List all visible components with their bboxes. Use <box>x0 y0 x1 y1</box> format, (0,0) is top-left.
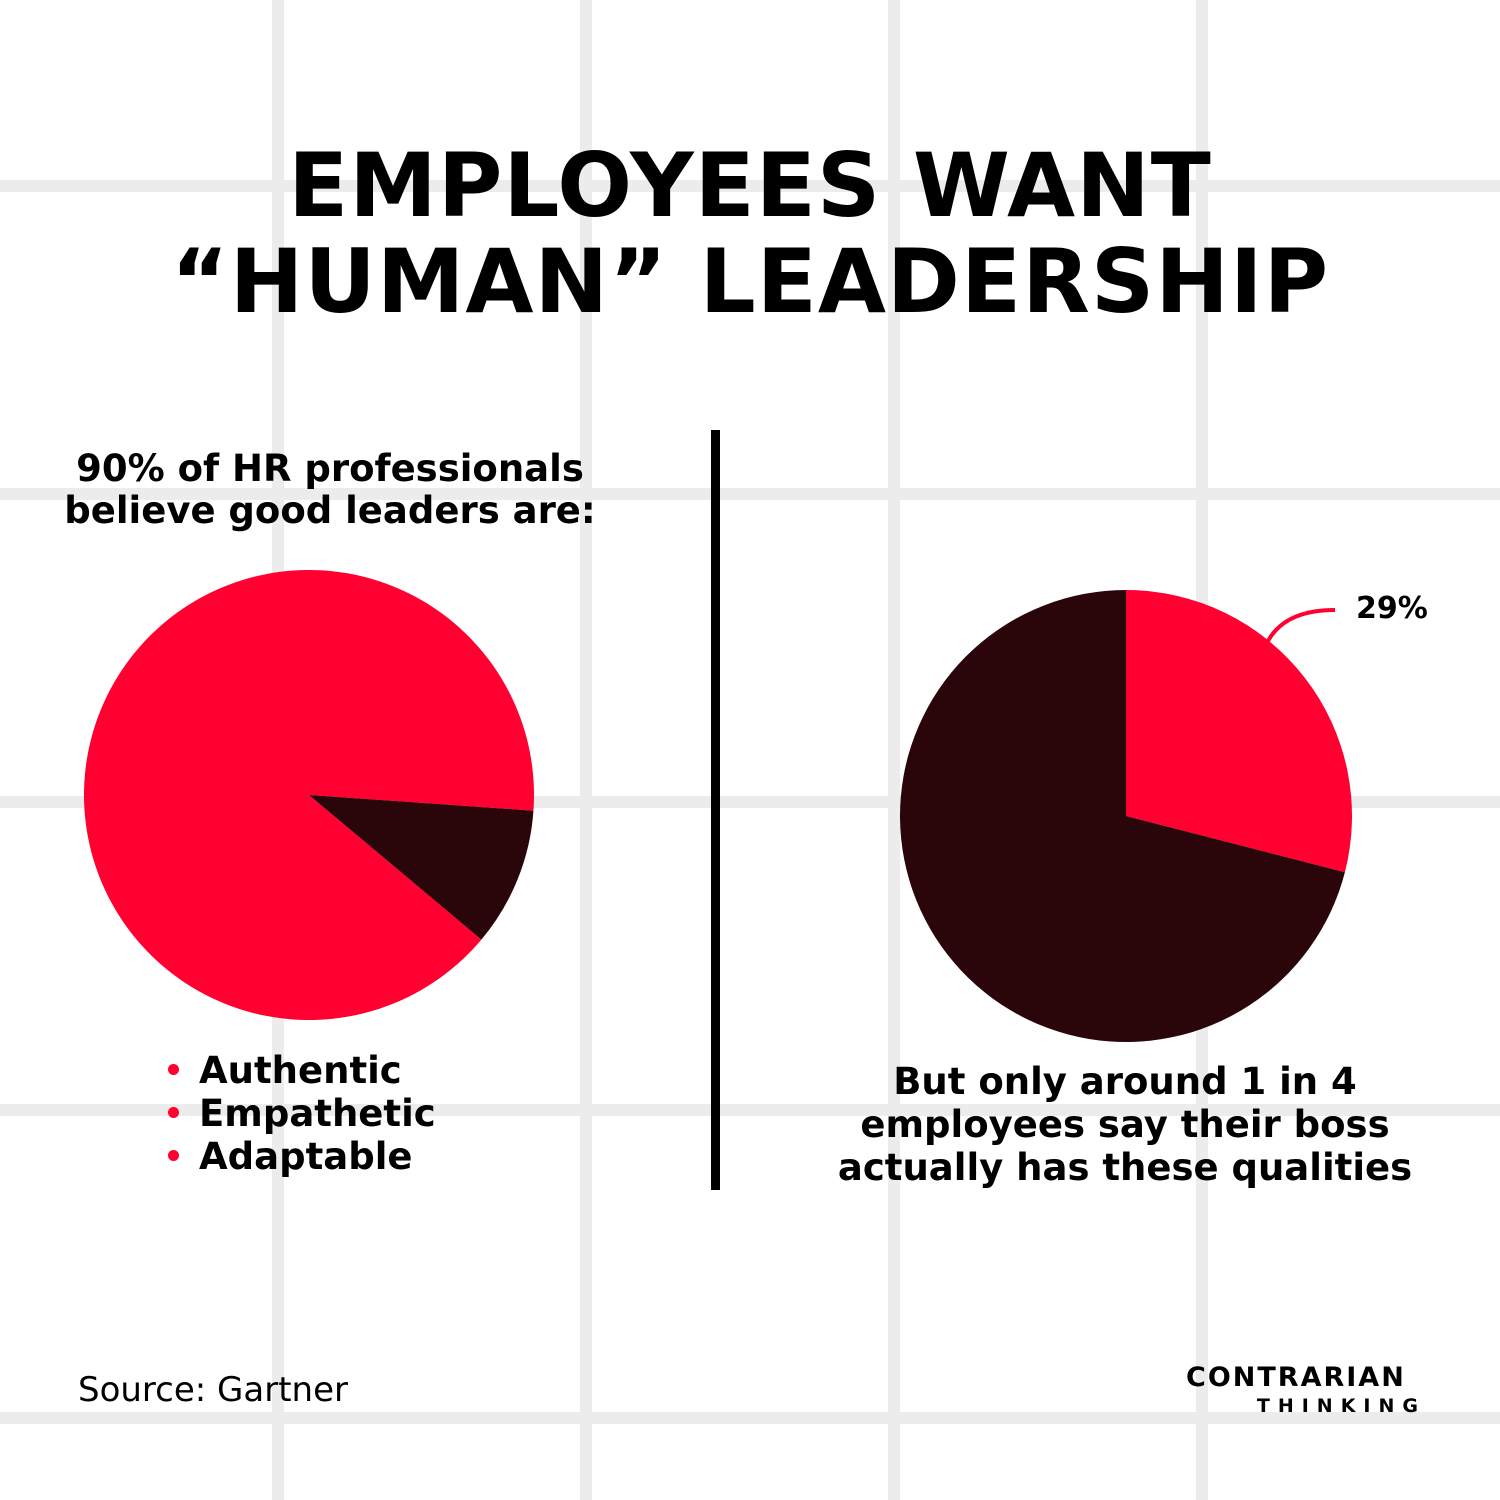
bullet-icon <box>168 1107 179 1118</box>
traits-list: Authentic Empathetic Adaptable <box>168 1049 436 1178</box>
trait-label: Empathetic <box>199 1092 436 1135</box>
bullet-icon <box>168 1150 179 1161</box>
left-heading-line-1: 90% of HR professionals <box>76 447 584 490</box>
right-caption-line-2: employees say their boss <box>860 1103 1390 1146</box>
hr-belief-pie-slice-1 <box>309 795 534 940</box>
hr-belief-pie-chart <box>84 570 534 1020</box>
trait-item: Empathetic <box>168 1092 436 1135</box>
right-caption: But only around 1 in 4 employees say the… <box>800 1060 1450 1189</box>
brand-logo: CONTRARIAN THINKING <box>1186 1362 1426 1417</box>
vertical-divider <box>711 430 720 1190</box>
trait-label: Authentic <box>199 1049 402 1092</box>
trait-item: Adaptable <box>168 1135 436 1178</box>
page-title: EMPLOYEES WANT “HUMAN” LEADERSHIP <box>0 138 1500 330</box>
logo-line-2: THINKING <box>1256 1395 1426 1417</box>
bullet-icon <box>168 1064 179 1075</box>
employee-view-pie-chart <box>900 590 1352 1042</box>
trait-label: Adaptable <box>199 1135 413 1178</box>
percent-data-label: 29% <box>1356 591 1428 626</box>
logo-line-1: CONTRARIAN <box>1186 1362 1406 1393</box>
trait-item: Authentic <box>168 1049 436 1092</box>
right-caption-line-1: But only around 1 in 4 <box>893 1060 1357 1103</box>
title-line-2: “HUMAN” LEADERSHIP <box>170 230 1330 333</box>
title-line-1: EMPLOYEES WANT <box>288 134 1212 237</box>
hr-belief-pie-slice-0 <box>84 570 534 1020</box>
left-heading: 90% of HR professionals believe good lea… <box>30 448 630 532</box>
employee-view-pie-slice-1 <box>900 590 1345 1042</box>
source-credit: Source: Gartner <box>78 1370 348 1410</box>
percent-callout-line <box>1264 608 1336 646</box>
employee-view-pie-slice-0 <box>1126 590 1352 873</box>
left-heading-line-2: believe good leaders are: <box>64 489 596 532</box>
right-caption-line-3: actually has these qualities <box>837 1146 1413 1189</box>
